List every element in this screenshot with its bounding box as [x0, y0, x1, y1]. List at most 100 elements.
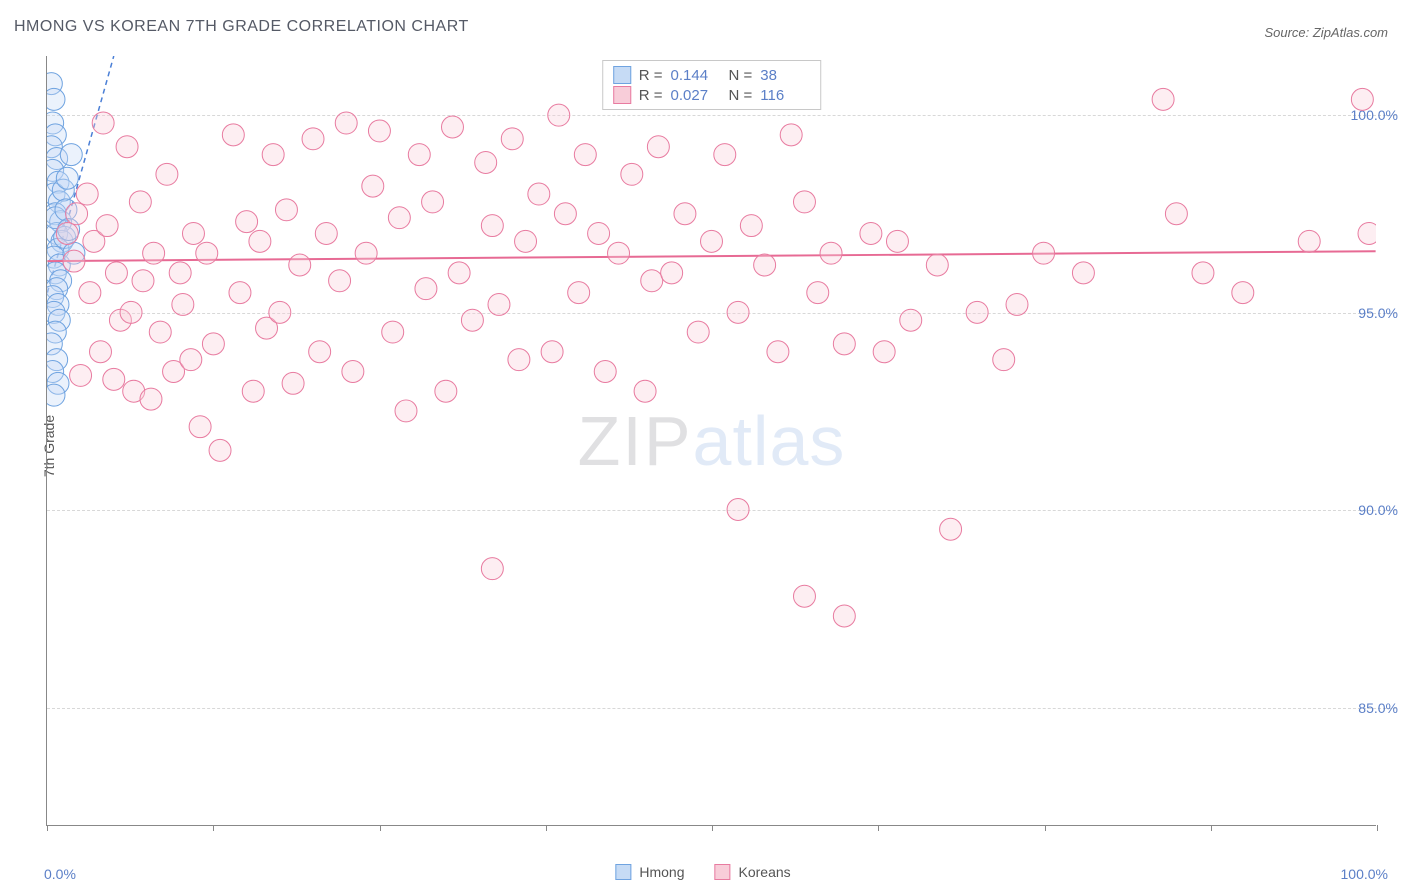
data-point — [56, 167, 78, 189]
data-point — [448, 262, 470, 284]
legend-stats: R = 0.144 N = 38 R = 0.027 N = 116 — [602, 60, 822, 110]
data-point — [634, 380, 656, 402]
data-point — [47, 384, 65, 406]
data-point — [594, 361, 616, 383]
legend-series: Hmong Koreans — [615, 864, 790, 880]
data-point — [588, 222, 610, 244]
chart-title: HMONG VS KOREAN 7TH GRADE CORRELATION CH… — [14, 18, 469, 36]
data-point — [780, 124, 802, 146]
data-point — [315, 222, 337, 244]
data-point — [249, 230, 271, 252]
data-point — [793, 191, 815, 213]
data-point — [966, 301, 988, 323]
data-point — [415, 278, 437, 300]
legend-label: Koreans — [738, 864, 790, 880]
data-point — [382, 321, 404, 343]
x-tick — [712, 825, 713, 831]
data-point — [1006, 293, 1028, 315]
data-point — [236, 211, 258, 233]
n-label: N = — [729, 87, 753, 104]
data-point — [993, 349, 1015, 371]
data-point — [96, 215, 118, 237]
data-point — [60, 144, 82, 166]
data-point — [129, 191, 151, 213]
data-point — [481, 215, 503, 237]
legend-swatch — [615, 864, 631, 880]
data-point — [661, 262, 683, 284]
n-label: N = — [729, 67, 753, 84]
data-point — [202, 333, 224, 355]
legend-label: Hmong — [639, 864, 684, 880]
data-point — [172, 293, 194, 315]
data-point — [515, 230, 537, 252]
data-point — [714, 144, 736, 166]
data-point — [873, 341, 895, 363]
data-point — [143, 242, 165, 264]
data-point — [70, 364, 92, 386]
data-point — [66, 203, 88, 225]
data-point — [833, 605, 855, 627]
data-point — [132, 270, 154, 292]
data-point — [388, 207, 410, 229]
data-point — [242, 380, 264, 402]
n-value: 38 — [760, 67, 810, 84]
data-point — [1072, 262, 1094, 284]
r-label: R = — [639, 67, 663, 84]
data-point — [608, 242, 630, 264]
chart-container: HMONG VS KOREAN 7TH GRADE CORRELATION CH… — [0, 0, 1406, 892]
x-tick — [1211, 825, 1212, 831]
data-point — [754, 254, 776, 276]
data-point — [461, 309, 483, 331]
x-tick — [380, 825, 381, 831]
data-point — [182, 222, 204, 244]
data-point — [90, 341, 112, 363]
x-axis-min-label: 0.0% — [44, 866, 76, 882]
data-point — [329, 270, 351, 292]
data-point — [76, 183, 98, 205]
data-point — [528, 183, 550, 205]
data-point — [475, 151, 497, 173]
n-value: 116 — [760, 87, 810, 104]
data-point — [674, 203, 696, 225]
data-point — [574, 144, 596, 166]
data-point — [140, 388, 162, 410]
legend-stats-row: R = 0.027 N = 116 — [613, 85, 811, 105]
data-point — [309, 341, 331, 363]
data-point — [105, 262, 127, 284]
data-point — [647, 136, 669, 158]
data-point — [740, 215, 762, 237]
data-point — [940, 518, 962, 540]
data-point — [149, 321, 171, 343]
legend-swatch — [613, 86, 631, 104]
data-point — [435, 380, 457, 402]
data-point — [355, 242, 377, 264]
legend-swatch — [714, 864, 730, 880]
data-point — [501, 128, 523, 150]
data-point — [481, 558, 503, 580]
legend-item: Hmong — [615, 864, 684, 880]
data-point — [488, 293, 510, 315]
x-tick — [1045, 825, 1046, 831]
data-point — [282, 372, 304, 394]
data-point — [687, 321, 709, 343]
data-point — [833, 333, 855, 355]
plot-area: ZIPatlas R = 0.144 N = 38 R = 0.027 N = … — [46, 56, 1376, 826]
data-point — [408, 144, 430, 166]
data-point — [156, 163, 178, 185]
data-point — [1165, 203, 1187, 225]
x-axis-max-label: 100.0% — [1341, 866, 1388, 882]
data-point — [641, 270, 663, 292]
r-value: 0.144 — [671, 67, 721, 84]
data-point — [395, 400, 417, 422]
data-point — [541, 341, 563, 363]
data-point — [189, 416, 211, 438]
data-point — [422, 191, 444, 213]
data-point — [442, 116, 464, 138]
data-point — [900, 309, 922, 331]
legend-stats-row: R = 0.144 N = 38 — [613, 65, 811, 85]
x-tick — [546, 825, 547, 831]
chart-svg — [47, 56, 1376, 825]
data-point — [1351, 88, 1373, 110]
source-label: Source: ZipAtlas.com — [1264, 25, 1388, 40]
data-point — [335, 112, 357, 134]
